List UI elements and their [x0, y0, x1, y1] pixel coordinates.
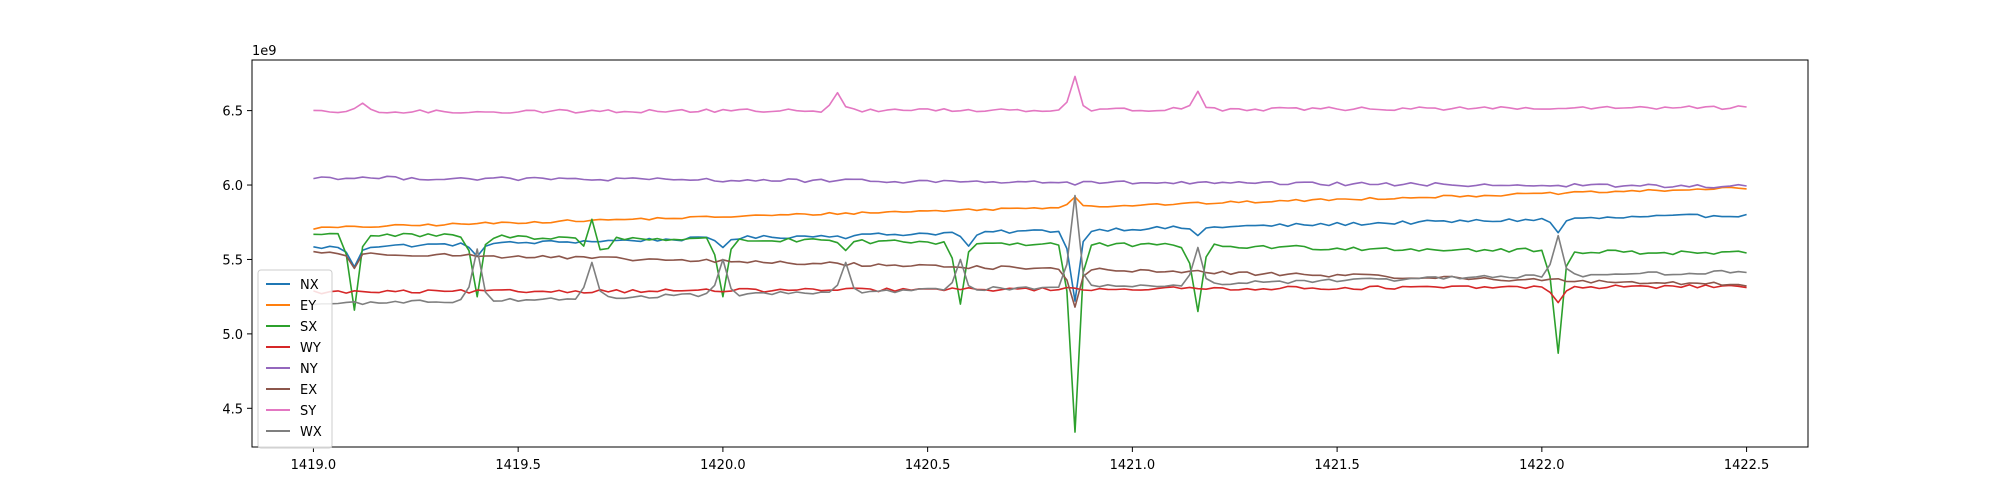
series-line-ey — [313, 186, 1747, 230]
y-axis: 4.5 5.0 5.5 6.0 6.5 — [222, 105, 252, 417]
legend-label-ex: EX — [300, 383, 317, 398]
x-tick-label: 1420.5 — [905, 458, 951, 473]
series-layer — [313, 75, 1747, 433]
y-tick-label: 4.5 — [222, 402, 243, 417]
series-line-wy — [313, 284, 1747, 304]
series-line-ny — [313, 175, 1747, 189]
legend-label-ey: EY — [300, 299, 316, 314]
legend-label-wx: WX — [300, 425, 322, 440]
legend-label-ny: NY — [300, 362, 318, 377]
legend-label-nx: NX — [300, 278, 319, 293]
legend-label-sx: SX — [300, 320, 317, 335]
plot-frame — [251, 59, 1809, 448]
x-axis: 1419.0 1419.5 1420.0 1420.5 1421.0 1421.5 1422… — [291, 447, 1770, 473]
series-line-ex — [313, 250, 1747, 308]
x-tick-label: 1419.0 — [291, 458, 337, 473]
y-offset-label: 1e9 — [252, 44, 277, 59]
y-tick-label: 5.5 — [222, 253, 243, 268]
legend-label-sy: SY — [300, 404, 316, 419]
y-tick-label: 5.0 — [222, 328, 243, 343]
x-tick-label: 1422.5 — [1724, 458, 1770, 473]
legend-box — [257, 269, 333, 449]
series-line-wx — [313, 194, 1747, 306]
x-tick-label: 1420.0 — [700, 458, 746, 473]
series-line-sy — [313, 75, 1747, 114]
series-line-nx — [313, 213, 1747, 302]
x-tick-label: 1421.5 — [1314, 458, 1360, 473]
x-tick-label: 1421.0 — [1110, 458, 1156, 473]
x-tick-label: 1419.5 — [495, 458, 541, 473]
legend-label-wy: WY — [300, 341, 321, 356]
x-tick-label: 1422.0 — [1519, 458, 1565, 473]
y-tick-label: 6.5 — [222, 105, 243, 120]
legend: NX EY SX WY NY EX SY WX — [257, 269, 333, 449]
y-tick-label: 6.0 — [222, 179, 243, 194]
series-line-sx — [313, 218, 1747, 433]
